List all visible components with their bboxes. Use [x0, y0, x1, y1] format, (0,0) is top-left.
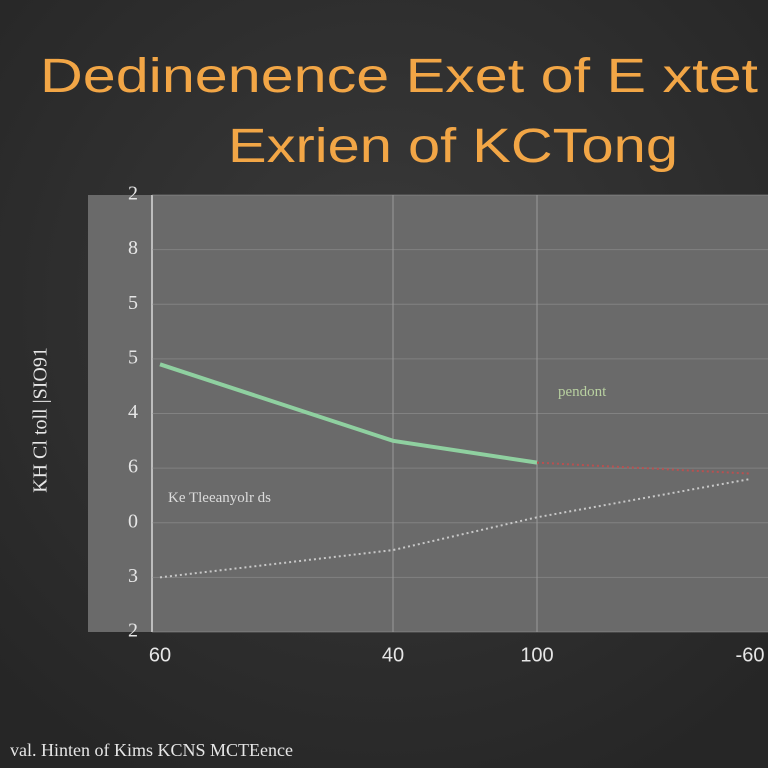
- y-tick-label: 5: [128, 346, 138, 368]
- y-tick-label: 8: [128, 237, 138, 259]
- series-line: [536, 461, 751, 475]
- annotation: pendont: [558, 384, 607, 400]
- y-tick-label: 0: [128, 510, 138, 532]
- y-tick-label: 6: [128, 456, 138, 478]
- y-tick-label: 3: [128, 565, 138, 587]
- y-tick-label: 4: [128, 401, 138, 423]
- y-axis-label: KH Cl toll |SIO91: [30, 347, 52, 493]
- y-tick-label: 5: [128, 292, 138, 314]
- annotation: Ke Tleeanyolr ds: [168, 490, 271, 506]
- chart-title: Dedinenence Exet of E xtet: [40, 50, 758, 103]
- series-line: [159, 478, 751, 579]
- x-tick-label: 100: [520, 644, 553, 666]
- x-axis-label: val. Hinten of Kims KCNS MCTEence: [10, 740, 293, 760]
- x-tick-label: 60: [149, 644, 171, 666]
- x-tick-label: -60: [736, 644, 765, 666]
- y-tick-label: 2: [128, 620, 138, 642]
- series-line: [159, 362, 538, 465]
- x-tick-label: 40: [382, 644, 404, 666]
- y-tick-label: 2: [128, 183, 138, 205]
- chart-subtitle: Exrien of KCTong: [228, 120, 678, 173]
